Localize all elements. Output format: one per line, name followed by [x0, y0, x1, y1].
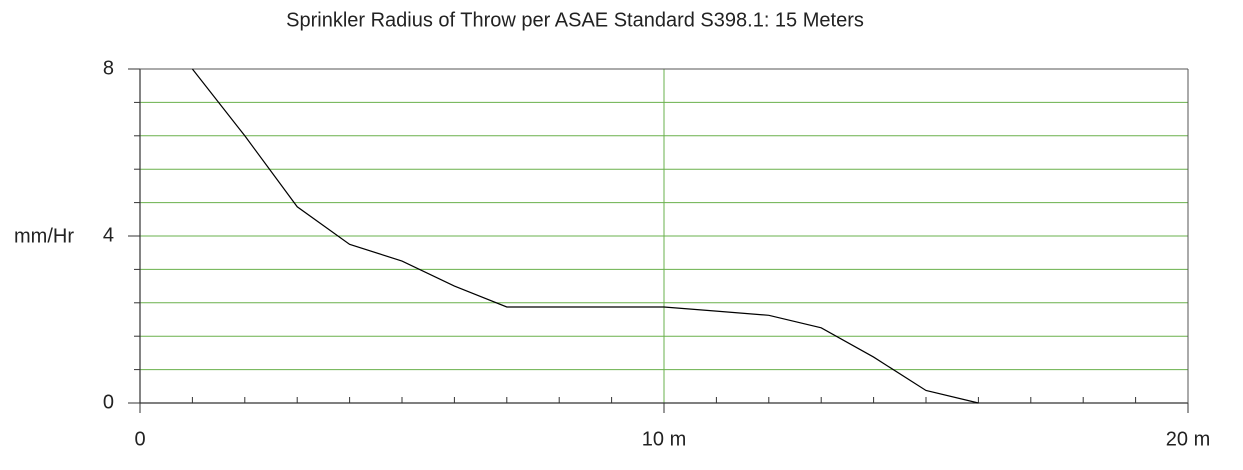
- x-tick-label: 10 m: [642, 428, 686, 450]
- x-tick-label: 20 m: [1166, 428, 1210, 450]
- y-tick-label: 0: [103, 391, 114, 413]
- y-axis-label: mm/Hr: [14, 225, 74, 247]
- x-tick-label: 0: [134, 428, 145, 450]
- y-tick-label: 8: [103, 57, 114, 79]
- chart-title: Sprinkler Radius of Throw per ASAE Stand…: [286, 9, 864, 31]
- y-tick-label: 4: [103, 224, 114, 246]
- data-line: [191, 68, 979, 404]
